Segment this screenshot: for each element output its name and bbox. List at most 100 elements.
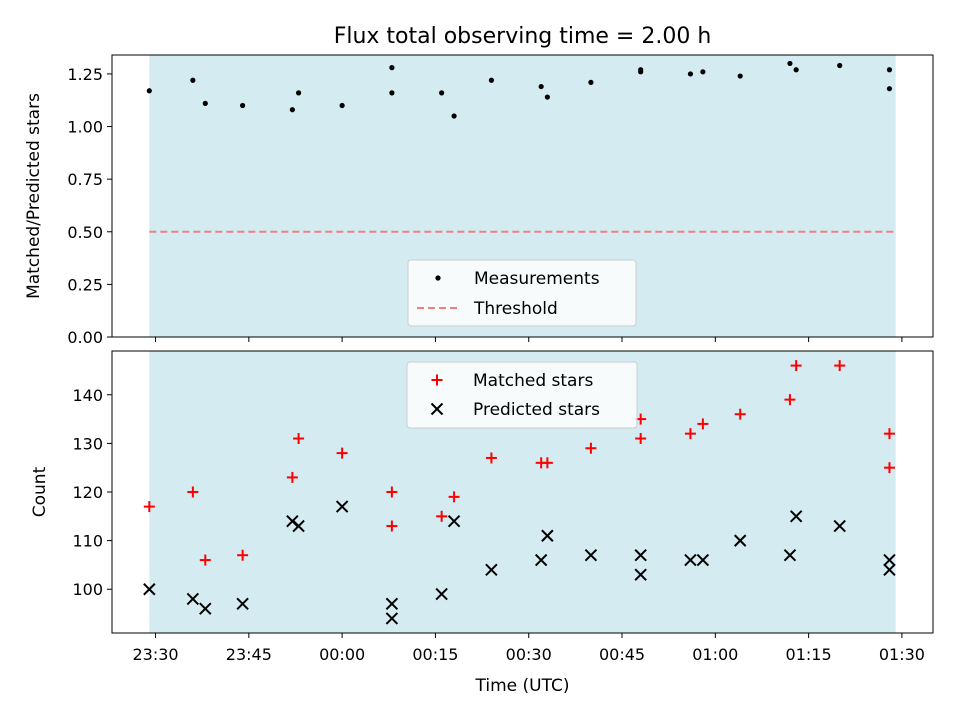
measurement-point <box>439 90 445 96</box>
measurement-point <box>451 113 457 119</box>
predicted-star-point <box>292 519 305 533</box>
x-axis-label: Time (UTC) <box>475 676 570 696</box>
top-legend: Measurements Threshold <box>407 259 637 327</box>
bottom-x-tick-label: 01:30 <box>879 645 925 664</box>
bottom-y-axis-label: Count <box>30 466 50 517</box>
measurement-point <box>787 60 793 67</box>
predicted-star-point <box>684 553 697 567</box>
predicted-star-point <box>584 548 598 562</box>
top-y-ticks: 0.00 0.25 0.50 0.75 1.00 1.25 <box>67 65 112 347</box>
measurement-point <box>886 67 893 73</box>
bottom-panel: 100 110 120 130 140 23:30 23:45 00:00 00:15 00:3… <box>30 350 934 696</box>
bottom-x-tick-label: 01:15 <box>786 645 832 664</box>
predicted-star-point <box>883 563 896 577</box>
predicted-star-point <box>534 553 548 567</box>
predicted-star-point <box>541 529 554 542</box>
matched-star-point <box>293 433 305 445</box>
matched-star-point <box>143 501 155 513</box>
measurement-point <box>240 102 246 109</box>
bottom-x-tick-label: 23:45 <box>226 645 272 664</box>
top-x-ticks <box>155 337 903 342</box>
legend-measurements-label: Measurements <box>474 269 600 289</box>
matched-star-point <box>883 462 895 474</box>
matched-star-point <box>386 486 398 498</box>
measurement-point <box>886 86 893 92</box>
measurement-point <box>737 73 743 79</box>
measurement-point <box>339 102 345 109</box>
predicted-star-point <box>186 592 200 606</box>
measurement-point <box>295 90 302 96</box>
legend-threshold-label: Threshold <box>473 299 558 319</box>
predicted-star-point <box>833 519 846 533</box>
predicted-star-point <box>447 514 461 528</box>
top-y-tick-label: 0.75 <box>67 170 103 189</box>
bottom-y-tick-label: 130 <box>72 434 103 453</box>
matched-star-point <box>286 471 298 483</box>
bottom-x-tick-label: 00:15 <box>412 645 458 664</box>
legend-matched-label: Matched stars <box>473 371 593 391</box>
measurement-point <box>588 79 594 85</box>
matched-star-point <box>635 433 647 445</box>
legend-x-glyph <box>430 402 444 416</box>
bottom-y-tick-label: 100 <box>72 580 103 599</box>
bottom-x-tick-label: 00:00 <box>319 645 365 664</box>
bottom-x-tick-label: 00:45 <box>599 645 645 664</box>
matched-star-point <box>684 428 696 440</box>
chart-title: Flux total observing time = 2.00 h <box>334 24 712 49</box>
matched-star-point <box>883 428 895 440</box>
matched-star-point <box>697 418 709 430</box>
measurement-point <box>389 65 395 71</box>
predicted-star-point <box>733 534 747 547</box>
predicted-star-point <box>335 500 349 513</box>
matched-star-point <box>386 520 398 532</box>
bottom-legend-box <box>406 361 638 429</box>
predicted-star-point <box>385 612 399 625</box>
predicted-star-point <box>789 510 803 523</box>
matched-star-point <box>336 447 348 459</box>
measurement-point <box>202 100 208 107</box>
legend-plus-glyph <box>431 374 443 386</box>
bottom-x-tick-label: 00:30 <box>506 645 552 664</box>
measurement-point <box>837 62 843 69</box>
predicted-star-point <box>143 583 156 596</box>
predicted-star-point <box>696 553 710 567</box>
top-panel: 0.00 0.25 0.50 0.75 1.00 1.25 Flux total obse… <box>24 24 934 347</box>
measurement-point <box>289 107 295 113</box>
predicted-star-point <box>634 548 647 562</box>
top-y-tick-label: 0.00 <box>67 328 103 347</box>
matched-star-point <box>784 394 796 406</box>
measurement-point <box>146 88 152 94</box>
matched-star-point <box>237 549 249 561</box>
bottom-x-tick-label: 01:00 <box>692 645 738 664</box>
top-y-tick-label: 0.25 <box>67 275 103 294</box>
bottom-legend: Matched stars Predicted stars <box>406 361 638 429</box>
bottom-x-ticks: 23:30 23:45 00:00 00:15 00:30 00:45 01:00 01:15… <box>132 633 925 664</box>
matched-star-point <box>187 486 199 498</box>
measurement-point <box>544 94 550 100</box>
bottom-y-tick-label: 120 <box>72 483 103 502</box>
matched-star-point <box>436 510 448 522</box>
matched-star-point <box>734 408 746 420</box>
measurement-point <box>638 69 644 75</box>
predicted-star-points <box>143 500 896 625</box>
measurement-point <box>793 67 799 73</box>
measurement-point <box>687 71 694 77</box>
measurement-point <box>700 69 706 75</box>
measurement-point <box>538 83 544 90</box>
bottom-x-tick-label: 23:30 <box>132 645 178 664</box>
measurement-points <box>146 60 893 119</box>
matched-star-point <box>199 554 211 566</box>
matched-star-point <box>485 452 497 464</box>
predicted-star-point <box>634 568 647 581</box>
predicted-star-point <box>783 548 797 562</box>
predicted-star-point <box>385 597 399 611</box>
legend-predicted-label: Predicted stars <box>473 400 600 420</box>
matched-star-point <box>790 360 802 372</box>
measurement-point <box>190 77 196 83</box>
top-axes-frame <box>111 54 934 338</box>
predicted-star-point <box>236 597 249 611</box>
matched-star-points <box>143 360 895 566</box>
bottom-y-ticks: 100 110 120 130 140 <box>72 386 112 599</box>
legend-matched-marker <box>431 374 443 386</box>
